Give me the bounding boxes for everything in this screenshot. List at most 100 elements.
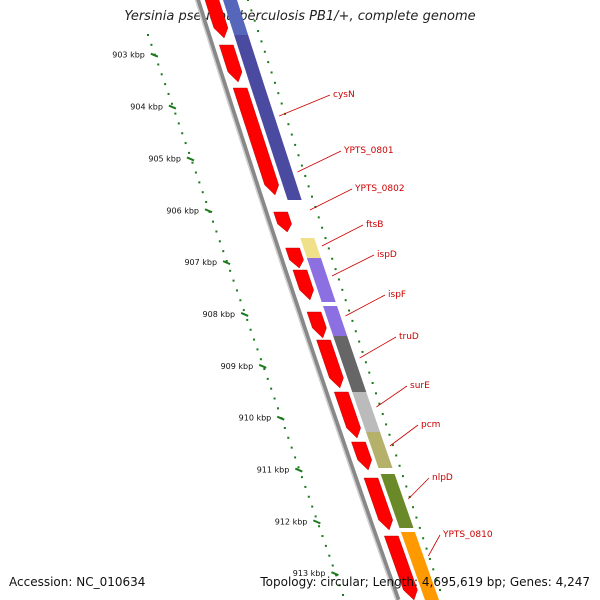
kbp-major-tick	[258, 363, 267, 369]
kbp-major-tick	[312, 519, 321, 525]
gene-leader-line	[309, 188, 353, 211]
kbp-minor-tick	[167, 92, 170, 95]
outer-minor-tick	[435, 578, 438, 581]
genome-backbone-highlight	[194, 0, 397, 600]
outer-minor-tick	[364, 361, 367, 364]
cds-arrow	[363, 477, 393, 531]
kbp-minor-tick	[342, 594, 344, 596]
gene-label: truD	[399, 332, 419, 342]
outer-minor-tick	[422, 537, 425, 540]
cds-arrow	[316, 339, 344, 389]
outer-minor-tick	[375, 392, 377, 395]
outer-minor-tick	[304, 174, 307, 177]
kbp-minor-tick	[324, 544, 327, 547]
kbp-tick-label: 913 kbp	[293, 569, 326, 578]
kbp-major-tick	[168, 104, 177, 110]
gene-leader-line	[389, 424, 419, 447]
kbp-tick-label: 908 kbp	[203, 310, 236, 319]
gene-leader-line	[331, 254, 375, 277]
kbp-minor-tick	[283, 426, 286, 429]
cds-arrow	[232, 87, 279, 196]
cds-arrow	[333, 391, 361, 439]
kbp-minor-tick	[157, 63, 160, 66]
outer-minor-tick	[250, 9, 253, 12]
outer-minor-tick	[428, 557, 431, 560]
outer-minor-tick	[317, 216, 320, 219]
outer-minor-tick	[418, 526, 421, 529]
outer-minor-tick	[290, 133, 293, 136]
kbp-minor-tick	[314, 515, 317, 518]
cds-arrow	[219, 44, 243, 83]
outer-minor-tick	[344, 299, 347, 302]
kbp-minor-tick	[287, 436, 290, 439]
gene-label: ftsB	[366, 220, 383, 230]
cog-block	[352, 392, 381, 432]
outer-minor-tick	[311, 195, 313, 198]
genome-summary-text: Topology: circular; Length: 4,695,619 bp…	[260, 575, 590, 589]
outer-minor-tick	[334, 268, 337, 271]
outer-minor-tick	[371, 381, 374, 384]
cog-block	[300, 238, 323, 262]
kbp-minor-tick	[311, 505, 314, 508]
kbp-tick-label: 906 kbp	[166, 206, 199, 215]
kbp-minor-tick	[239, 299, 242, 302]
gene-label: YPTS_0801	[343, 146, 394, 156]
cds-arrow	[285, 247, 304, 269]
outer-minor-tick	[270, 71, 273, 74]
kbp-minor-tick	[242, 309, 245, 312]
outer-minor-tick	[398, 464, 401, 467]
outer-minor-tick	[361, 350, 364, 353]
outer-minor-tick	[307, 185, 310, 188]
kbp-minor-tick	[198, 181, 201, 184]
cog-block	[380, 474, 414, 528]
kbp-minor-tick	[222, 250, 225, 253]
cds-arrow	[306, 311, 327, 339]
kbp-minor-tick	[218, 240, 221, 243]
kbp-minor-tick	[318, 525, 321, 528]
gene-leader-line	[359, 336, 397, 359]
outer-minor-tick	[294, 143, 297, 146]
kbp-minor-tick	[174, 112, 177, 115]
cog-block	[400, 532, 439, 600]
kbp-minor-tick	[201, 191, 204, 194]
outer-minor-tick	[257, 30, 260, 33]
outer-minor-tick	[432, 568, 435, 571]
outer-minor-tick	[280, 102, 283, 105]
outer-minor-tick	[381, 413, 384, 416]
outer-minor-tick	[368, 371, 371, 374]
kbp-minor-tick	[229, 269, 232, 272]
kbp-minor-tick	[191, 161, 194, 164]
outer-minor-tick	[395, 454, 398, 457]
outer-minor-tick	[331, 257, 334, 260]
kbp-minor-tick	[277, 407, 279, 410]
kbp-minor-tick	[160, 73, 163, 76]
outer-minor-tick	[341, 288, 344, 291]
outer-minor-tick	[358, 340, 361, 343]
cog-block	[323, 306, 348, 336]
kbp-minor-tick	[249, 328, 252, 331]
kbp-minor-tick	[338, 584, 341, 587]
kbp-major-tick	[186, 156, 195, 162]
kbp-major-tick	[240, 312, 249, 317]
accession-text: Accession: NC_010634	[9, 575, 146, 589]
kbp-minor-tick	[246, 318, 249, 321]
cds-arrow	[384, 535, 418, 600]
outer-minor-tick	[297, 154, 300, 157]
outer-minor-tick	[287, 123, 290, 126]
gene-leader-line	[376, 385, 408, 408]
kbp-minor-tick	[177, 122, 180, 125]
gene-label: ispD	[377, 250, 397, 260]
outer-minor-tick	[354, 330, 357, 333]
kbp-major-tick	[204, 208, 213, 214]
outer-minor-tick	[267, 61, 270, 64]
cog-block	[223, 0, 249, 35]
kbp-minor-tick	[235, 289, 238, 292]
kbp-minor-tick	[147, 34, 149, 36]
outer-minor-tick	[273, 81, 276, 84]
outer-minor-tick	[388, 433, 391, 436]
kbp-minor-tick	[307, 495, 310, 498]
kbp-major-tick	[222, 260, 231, 266]
outer-minor-tick	[378, 402, 381, 405]
cog-block	[249, 82, 302, 200]
kbp-minor-tick	[321, 535, 324, 538]
